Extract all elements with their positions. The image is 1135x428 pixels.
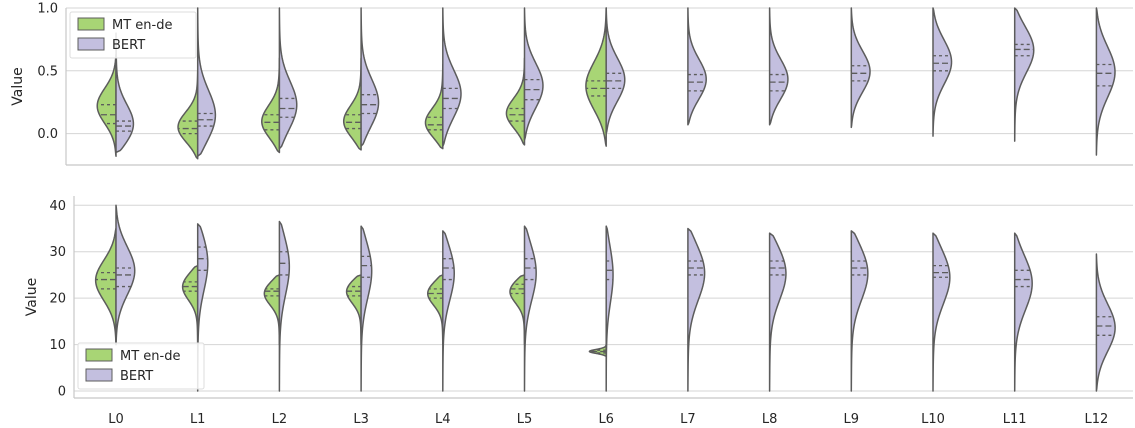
y-axis-title: Value [10,67,26,105]
violin-bert-L4 [442,230,455,392]
violin-bert-L12 [1095,253,1116,392]
y-tick-label: 30 [49,245,66,260]
violin-bert-L11 [1013,232,1033,392]
x-tick-label: L10 [921,412,945,427]
legend-swatch [85,368,113,382]
x-tick-label: L6 [598,412,614,427]
legend-swatch [77,17,105,31]
x-tick-label: L3 [353,412,369,427]
violin-mt-L4 [424,63,444,150]
y-tick-label: 10 [49,338,66,353]
x-tick-label: L2 [272,412,288,427]
violin-mt-L2 [261,57,281,154]
x-tick-label: L7 [680,412,696,427]
top-violin-panel: 0.0 0.5 1.0 Value MT en-de BERT [10,2,1133,166]
violin-mt-L6 [585,7,607,147]
violin-bert-L4 [442,7,462,147]
violin-mt-L3 [345,274,362,346]
x-tick-label: L12 [1085,412,1109,427]
violin-bert-L3 [360,7,380,147]
legend-label: MT en-de [112,18,172,33]
y-tick-label: 1.0 [37,2,58,17]
y-tick-label: 0.0 [37,127,58,142]
violin-bert-L10 [932,7,953,137]
violin-mt-L1 [177,70,199,160]
violin-bert-L3 [360,225,373,392]
violin-bert-L9 [850,230,869,392]
violin-bert-L2 [278,220,291,392]
violin-bert-L10 [932,232,951,392]
violin-bert-L9 [850,7,871,129]
x-tick-label: L1 [190,412,206,427]
violin-bert-L5 [523,225,537,392]
y-tick-label: 40 [49,199,66,214]
violin-bert-L6 [605,225,614,392]
y-axis-title: Value [24,278,40,316]
violin-mt-L0 [94,227,117,346]
y-tick-label: 0 [58,385,66,400]
legend-swatch [85,348,113,362]
x-tick-label: L8 [762,412,778,427]
x-tick-label: L4 [435,412,451,427]
violin-bert-L8 [768,7,789,126]
violin-bert-L7 [687,227,706,392]
violin-mt-L2 [263,274,281,346]
violin-bert-L11 [1013,7,1035,142]
violin-mt-L5 [509,274,526,346]
x-tick-label: L5 [517,412,533,427]
violin-bert-L5 [523,7,544,141]
legend-swatch [77,37,105,51]
bottom-violin-panel: 0 10 20 30 40 Value MT en-de BERT L0 L1 L2 L3 L4 L5 L6… [24,196,1133,427]
violin-mt-L4 [426,274,444,346]
violin-bert-L12 [1095,7,1116,156]
y-tick-label: 20 [49,292,66,307]
violin-mt-L3 [342,57,362,151]
violin-mt-L1 [181,264,199,346]
violin-bert-L8 [768,232,787,392]
violin-bert-L6 [605,7,626,135]
x-tick-label: L11 [1003,412,1027,427]
legend-label: BERT [120,369,153,384]
violin-bert-L2 [278,7,298,150]
x-tick-label: L9 [844,412,860,427]
x-tick-label: L0 [108,412,124,427]
violin-bert-L7 [687,7,707,126]
y-tick-label: 0.5 [37,64,58,79]
legend-label: MT en-de [120,349,180,364]
legend-label: BERT [112,38,145,53]
